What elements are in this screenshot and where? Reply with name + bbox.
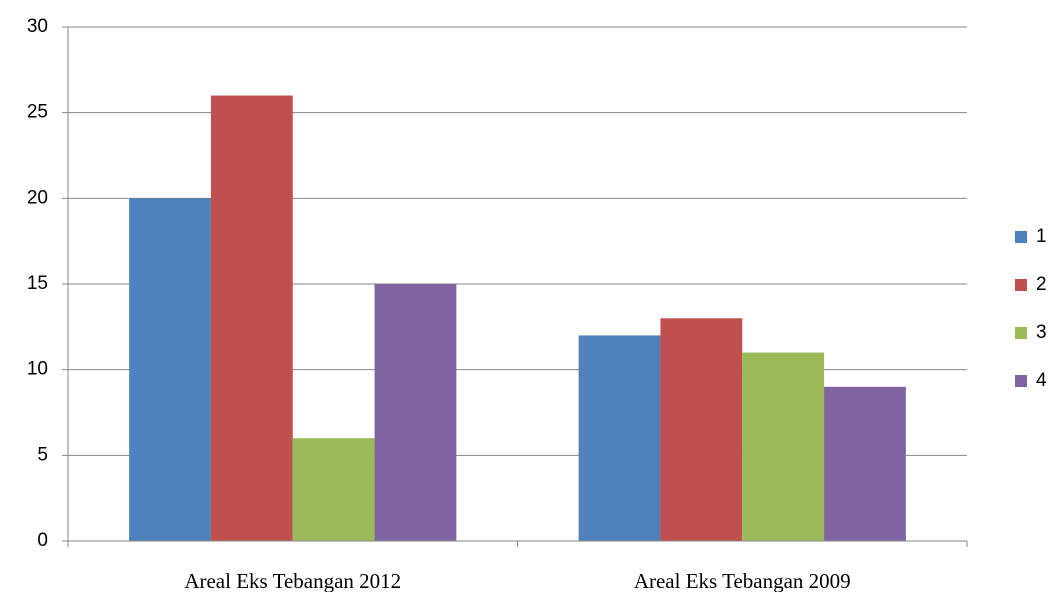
bar xyxy=(129,198,211,542)
legend-swatch xyxy=(1015,231,1027,243)
legend-label: 4 xyxy=(1036,370,1047,391)
y-tick-label: 10 xyxy=(27,359,48,380)
y-tick-label: 15 xyxy=(27,273,48,294)
y-tick-label: 5 xyxy=(37,444,48,465)
legend-label: 3 xyxy=(1036,322,1047,343)
bar xyxy=(374,284,457,541)
bar xyxy=(660,318,743,541)
y-tick-label: 30 xyxy=(27,16,48,37)
bar xyxy=(578,335,661,541)
legend-label: 2 xyxy=(1036,274,1047,295)
legend-label: 1 xyxy=(1036,226,1047,247)
bar xyxy=(292,438,375,541)
bar xyxy=(742,352,825,541)
legend-swatch xyxy=(1015,375,1027,387)
legend-swatch xyxy=(1015,279,1027,291)
bar xyxy=(210,95,293,542)
y-tick-label: 25 xyxy=(27,102,48,123)
y-tick-label: 0 xyxy=(37,530,48,551)
y-tick-label: 20 xyxy=(27,187,48,208)
x-tick-label: Areal Eks Tebangan 2012 xyxy=(184,569,401,592)
bar xyxy=(824,386,906,541)
legend-swatch xyxy=(1015,327,1027,339)
x-tick-label: Areal Eks Tebangan 2009 xyxy=(634,569,851,592)
